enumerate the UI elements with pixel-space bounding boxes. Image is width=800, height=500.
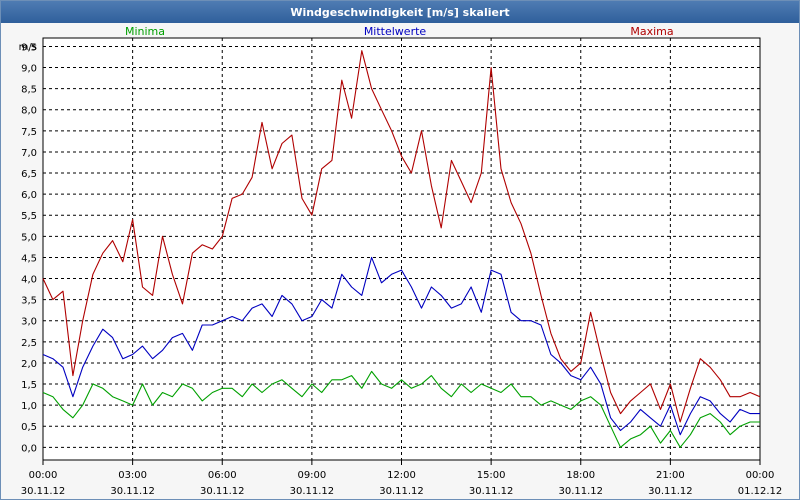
y-tick-label: 2,0 [21, 359, 37, 370]
x-tick-time: 00:00 [746, 470, 775, 481]
y-tick-label: 9,0 [21, 64, 37, 75]
legend-maxima: Maxima [630, 25, 673, 38]
series-line-maxima [42, 50, 761, 423]
y-tick-label: 3,0 [21, 317, 37, 328]
x-tick-date: 30.11.12 [469, 486, 514, 497]
y-tick-label: 9,5 [21, 42, 37, 53]
y-tick-label: 4,5 [21, 253, 37, 264]
series-line-minima [42, 370, 760, 448]
y-tick-label: 8,5 [21, 85, 37, 96]
y-tick-label: 2,5 [21, 338, 37, 349]
x-tick-time: 21:00 [656, 470, 685, 481]
x-tick-date: 30.11.12 [21, 486, 66, 497]
x-tick-time: 03:00 [118, 470, 147, 481]
y-tick-label: 8,0 [21, 106, 37, 117]
y-tick-label: 0,5 [21, 422, 37, 433]
legend-minima: Minima [125, 25, 165, 38]
x-tick-time: 15:00 [477, 470, 506, 481]
x-tick-date: 30.11.12 [379, 486, 424, 497]
x-tick-date: 30.11.12 [558, 486, 603, 497]
y-axis-unit: m/s [19, 42, 37, 53]
x-tick-date: 30.11.12 [200, 486, 245, 497]
x-tick-date: 30.11.12 [290, 486, 335, 497]
y-tick-label: 1,0 [21, 401, 37, 412]
y-tick-label: 5,5 [21, 211, 37, 222]
y-tick-label: 7,0 [21, 148, 37, 159]
x-tick-date: 30.11.12 [648, 486, 693, 497]
y-tick-label: 3,5 [21, 296, 37, 307]
x-tick-time: 00:00 [29, 470, 58, 481]
x-tick-date: 30.11.12 [110, 486, 155, 497]
x-tick-time: 12:00 [387, 470, 416, 481]
y-tick-label: 6,0 [21, 190, 37, 201]
x-tick-time: 06:00 [208, 470, 237, 481]
x-tick-date: 01.12.12 [738, 486, 783, 497]
y-tick-label: 1,5 [21, 380, 37, 391]
y-tick-label: 0,0 [21, 443, 37, 454]
series-line-mittelwerte [42, 256, 760, 436]
y-tick-label: 7,5 [21, 127, 37, 138]
window-title: Windgeschwindigkeit [m/s] skaliert [1, 1, 799, 23]
legend-mittelwerte: Mittelwerte [364, 25, 427, 38]
y-tick-label: 6,5 [21, 169, 37, 180]
y-tick-label: 5,0 [21, 232, 37, 243]
x-tick-time: 18:00 [566, 470, 595, 481]
x-tick-time: 09:00 [297, 470, 326, 481]
y-tick-label: 4,0 [21, 275, 37, 286]
